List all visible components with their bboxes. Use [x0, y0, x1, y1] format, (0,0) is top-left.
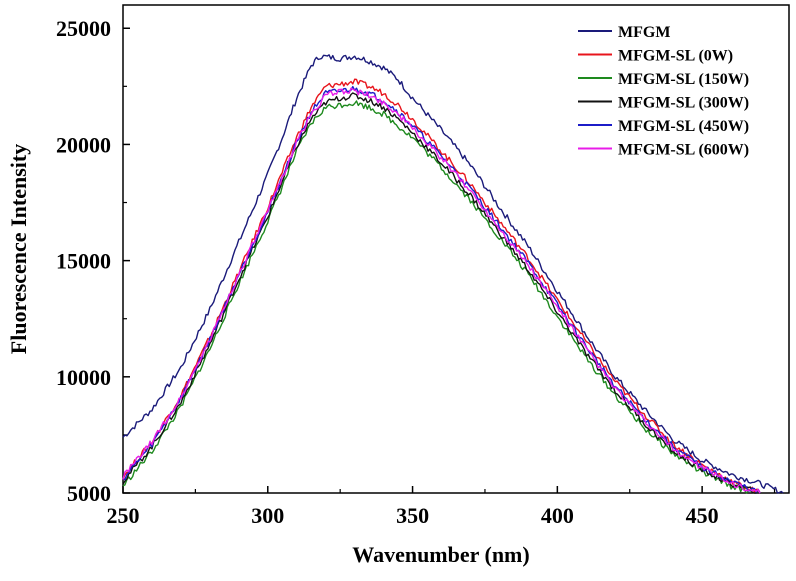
- legend-label: MFGM-SL (0W): [618, 48, 733, 65]
- y-tick-label: 20000: [56, 132, 111, 157]
- legend-label: MFGM-SL (450W): [618, 118, 749, 135]
- plot-frame: [122, 4, 790, 494]
- y-axis-label: Fluorescence Intensity: [6, 144, 31, 354]
- series-group: [122, 54, 784, 494]
- series-line: [122, 78, 761, 494]
- x-tick-label: 300: [251, 503, 284, 528]
- x-tick-label: 250: [107, 503, 140, 528]
- series-line: [122, 100, 755, 494]
- series-line: [122, 54, 784, 494]
- x-tick-label: 350: [396, 503, 429, 528]
- y-tick-label: 25000: [56, 16, 111, 41]
- legend-label: MFGM-SL (300W): [618, 95, 749, 112]
- y-tick-label: 10000: [56, 365, 111, 390]
- y-tick-label: 5000: [67, 481, 111, 506]
- legend: MFGM MFGM-SL (0W) MFGM-SL (150W) MFGM-SL (3…: [578, 24, 749, 159]
- x-axis-label: Wavenumber (nm): [352, 542, 529, 567]
- y-tick-label: 15000: [56, 249, 111, 274]
- x-tick-label: 400: [541, 503, 574, 528]
- legend-label: MFGM-SL (600W): [618, 142, 749, 159]
- legend-label: MFGM-SL (150W): [618, 71, 749, 88]
- series-line: [122, 87, 761, 494]
- legend-label: MFGM: [618, 24, 670, 41]
- series-line: [122, 92, 761, 494]
- x-tick-label: 450: [686, 503, 719, 528]
- axis-ticks: 250 300 350 400 450 5000 10000 15000 20000 25000: [56, 16, 776, 528]
